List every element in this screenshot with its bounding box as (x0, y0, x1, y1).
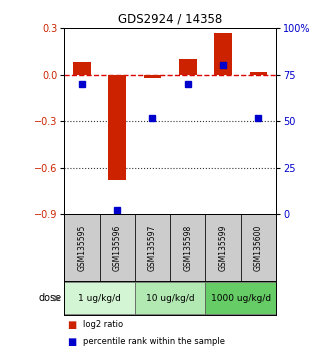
Text: log2 ratio: log2 ratio (83, 320, 124, 330)
Bar (64, 282, 135, 314)
Bar (108, 75, 126, 180)
Text: GSM135597: GSM135597 (148, 224, 157, 271)
Title: GDS2924 / 14358: GDS2924 / 14358 (118, 13, 222, 26)
Text: 1 ug/kg/d: 1 ug/kg/d (78, 294, 121, 303)
Bar (73, 62, 91, 75)
Text: GSM135598: GSM135598 (183, 225, 192, 271)
Bar (135, 282, 205, 314)
Text: dose: dose (38, 293, 61, 303)
Text: GSM135599: GSM135599 (219, 224, 228, 271)
Text: GSM135600: GSM135600 (254, 224, 263, 271)
Bar (135, 214, 170, 281)
Bar (241, 214, 276, 281)
Text: 10 ug/kg/d: 10 ug/kg/d (146, 294, 195, 303)
Text: 1000 ug/kg/d: 1000 ug/kg/d (211, 294, 271, 303)
Text: percentile rank within the sample: percentile rank within the sample (83, 337, 225, 346)
Bar (205, 214, 241, 281)
Bar (143, 75, 161, 78)
Text: ■: ■ (67, 320, 77, 330)
Bar (64, 214, 100, 281)
Bar (100, 214, 135, 281)
Bar (205, 282, 276, 314)
Text: GSM135596: GSM135596 (113, 224, 122, 271)
Text: ■: ■ (67, 337, 77, 347)
Bar (214, 33, 232, 75)
Bar (179, 59, 196, 75)
Bar (249, 72, 267, 75)
Text: GSM135595: GSM135595 (77, 224, 86, 271)
Bar (170, 214, 205, 281)
